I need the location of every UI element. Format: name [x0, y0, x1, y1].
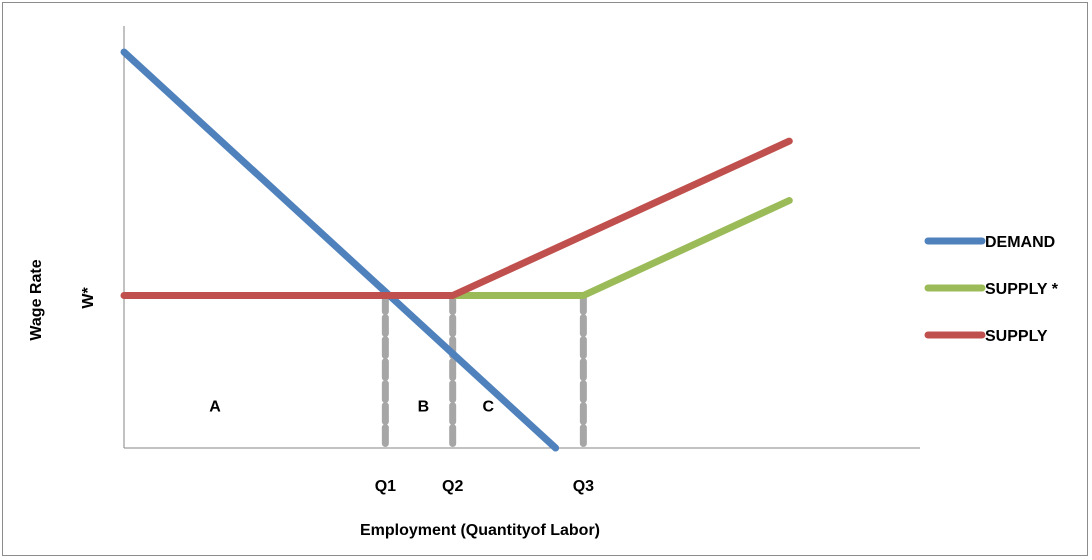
reference-lines — [381, 292, 587, 452]
region-label-a: A — [209, 398, 221, 415]
x-tick-label-q2: Q2 — [442, 478, 463, 495]
series-line-demand — [120, 48, 560, 452]
legend-label-3: SUPPLY — [985, 328, 1048, 345]
legend-label-1: DEMAND — [985, 234, 1055, 251]
series-line-supply — [120, 137, 793, 299]
region-label-c: C — [483, 398, 495, 415]
x-tick-labels: Q1 Q2 Q3 — [375, 478, 594, 495]
series-line-supply — [449, 197, 793, 299]
x-tick-label-q1: Q1 — [375, 478, 396, 495]
axes — [123, 26, 920, 449]
legend: DEMAND SUPPLY * SUPPLY — [924, 234, 1059, 345]
legend-label-2: SUPPLY * — [985, 281, 1059, 298]
region-labels: A B C — [209, 398, 494, 415]
x-axis-label: Employment (Quantityof Labor) — [360, 522, 600, 539]
region-label-b: B — [418, 398, 430, 415]
y-tick-label-w-star: W* — [80, 287, 97, 309]
series-lines — [120, 48, 793, 452]
y-axis-label: Wage Rate — [28, 259, 45, 340]
x-tick-label-q3: Q3 — [573, 478, 594, 495]
